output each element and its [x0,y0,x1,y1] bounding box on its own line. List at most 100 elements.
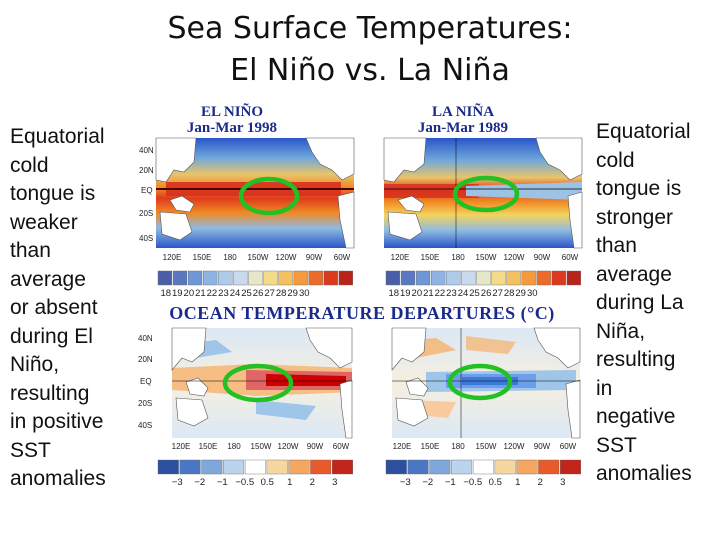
colorbar-swatch [233,270,248,286]
la-nina-highlight-ring [452,175,520,213]
colorbar-swatch [338,270,354,286]
la-nina-sst-map [383,137,583,249]
scale-label: 27 [264,288,275,299]
lon-label: 150W [476,253,497,262]
colorbar-swatch [263,270,278,286]
scale-label: −3 [400,477,411,488]
la-nina-anomaly-ring [447,363,513,401]
scale-label: 29 [287,288,298,299]
scale-label: 2 [310,477,315,488]
scale-label: 24 [458,288,469,299]
colorbar-swatch [203,270,218,286]
lat-label: 20N [139,166,154,175]
scale-label: 26 [481,288,492,299]
colorbar-swatch [536,270,551,286]
colorbar-swatch [415,270,431,286]
lon-label: 90W [534,253,551,262]
el-nino-title: EL NIÑO [201,102,263,120]
scale-label: 18 [388,288,399,299]
right-caption-line: resulting [596,348,676,371]
colorbar-swatch [323,270,338,286]
scale-label: 21 [423,288,434,299]
colorbar-swatch [266,459,288,475]
lon-label: 60W [333,442,350,451]
lon-label: 120E [393,442,412,451]
el-nino-sst-map [155,137,355,249]
lon-labels-top-left: 120E 150E 180 150W 120W 90W 60W [163,253,351,262]
la-nina-anomaly-map [391,327,581,439]
colorbar-swatch [308,270,323,286]
colorbar-swatch [516,459,538,475]
scale-label: 18 [160,288,171,299]
colorbar-swatch [218,270,233,286]
el-nino-anomaly-ring [222,363,294,403]
scale-label: 19 [172,288,183,299]
scale-label: 25 [469,288,480,299]
lon-label: 180 [451,442,465,451]
el-nino-anomaly-map [171,327,353,439]
lat-label: 40N [138,334,153,343]
lon-label: 150E [199,442,218,451]
colorbar-swatch [172,270,188,286]
left-caption-line: Niño, [10,353,60,376]
scale-label: 25 [241,288,252,299]
left-caption-line: anomalies [10,467,106,490]
scale-label: 23 [446,288,457,299]
slide-title: Sea Surface Temperatures: El Niño vs. La… [120,8,620,92]
colorbar-swatch [407,459,429,475]
lat-label: 40S [138,421,152,430]
left-caption-line: resulting [10,381,90,405]
left-caption-line: average [10,267,86,291]
scale-label: 1 [515,477,520,488]
right-caption-line: Niña, [596,319,646,343]
colorbar-swatch [201,459,223,475]
scale-label: 3 [560,477,565,488]
scale-label: −2 [422,477,433,488]
colorbar-swatch [293,270,308,286]
right-caption-line: than [596,234,637,257]
colorbar-swatch [248,270,263,286]
lon-label: 120W [278,442,299,451]
colorbar-swatch [472,459,494,475]
colorbar-swatch [385,459,407,475]
sst-figure-svg: EL NIÑO Jan-Mar 1998 LA NIÑA Jan-Mar 198… [138,102,583,488]
colorbar-swatch [566,270,581,286]
scale-label: −0.5 [463,477,482,488]
el-nino-highlight-ring [238,176,300,216]
colorbar-swatch [288,459,310,475]
scale-label: 0.5 [489,477,502,488]
lon-label: 150E [193,253,212,262]
left-caption: Equatorial cold tongue is weaker than av… [10,123,128,494]
scale-label: 27 [492,288,503,299]
colorbar-swatch [506,270,521,286]
scale-label: 20 [412,288,423,299]
lon-labels-bottom-right: 120E 150E 180 150W 120W 90W 60W [393,442,577,451]
scale-label: −2 [194,477,205,488]
scale-label: −3 [172,477,183,488]
lon-label: 150W [248,253,269,262]
colorbar-swatch [400,270,416,286]
lon-label: 60W [562,253,579,262]
colorbar-swatch [446,270,461,286]
colorbar-swatch [461,270,476,286]
lon-labels-bottom-left: 120E 150E 180 150W 120W 90W 60W [172,442,350,451]
scale-label: −0.5 [235,477,254,488]
left-caption-line: than [10,239,51,262]
lat-label: 40N [139,146,154,155]
lon-label: 150E [421,253,440,262]
colorbar-swatch [491,270,506,286]
colorbar-swatch [223,459,245,475]
right-caption-line: average [596,262,672,286]
lon-label: 90W [306,253,323,262]
scale-label: 20 [184,288,195,299]
colorbar-swatch [451,459,473,475]
colorbar-swatch [179,459,201,475]
scale-label: 28 [276,288,287,299]
right-caption: Equatorial cold tongue is stronger than … [596,118,716,489]
scale-label: 29 [515,288,526,299]
la-nina-title: LA NIÑA [432,102,494,120]
colorbar-swatch [244,459,266,475]
right-caption-line: Equatorial [596,120,691,143]
left-caption-line: weaker [10,210,78,234]
scale-label: −1 [217,477,228,488]
